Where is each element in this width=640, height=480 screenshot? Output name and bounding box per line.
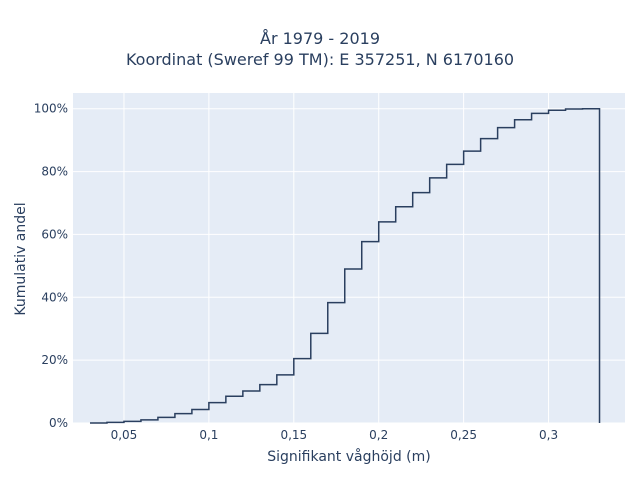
y-tick-label: 40% <box>41 290 68 304</box>
y-tick-label: 20% <box>41 353 68 367</box>
x-tick-label: 0,2 <box>369 428 388 442</box>
y-tick-label: 0% <box>49 416 68 430</box>
y-tick-labels: 0% 20% 40% 60% 80% 100% <box>34 102 68 430</box>
y-tick-label: 60% <box>41 227 68 241</box>
x-tick-label: 0,05 <box>111 428 138 442</box>
x-tick-label: 0,1 <box>199 428 218 442</box>
plot-background <box>73 93 625 423</box>
chart-title-line-1: År 1979 - 2019 <box>260 29 380 48</box>
grid-lines <box>73 93 625 424</box>
x-tick-label: 0,3 <box>539 428 558 442</box>
ecdf-step-line <box>89 107 601 424</box>
x-tick-labels: 0,05 0,1 0,15 0,2 0,25 0,3 <box>111 428 559 442</box>
x-tick-label: 0,15 <box>280 428 307 442</box>
y-tick-label: 100% <box>34 102 68 116</box>
y-tick-label: 80% <box>41 165 68 179</box>
chart-title-line-2: Koordinat (Sweref 99 TM): E 357251, N 61… <box>125 50 515 69</box>
x-tick-label: 0,25 <box>450 428 477 442</box>
y-axis-title: Kumulativ andel <box>13 202 29 315</box>
x-axis-title: Signifikant våghöjd (m) <box>267 448 430 465</box>
